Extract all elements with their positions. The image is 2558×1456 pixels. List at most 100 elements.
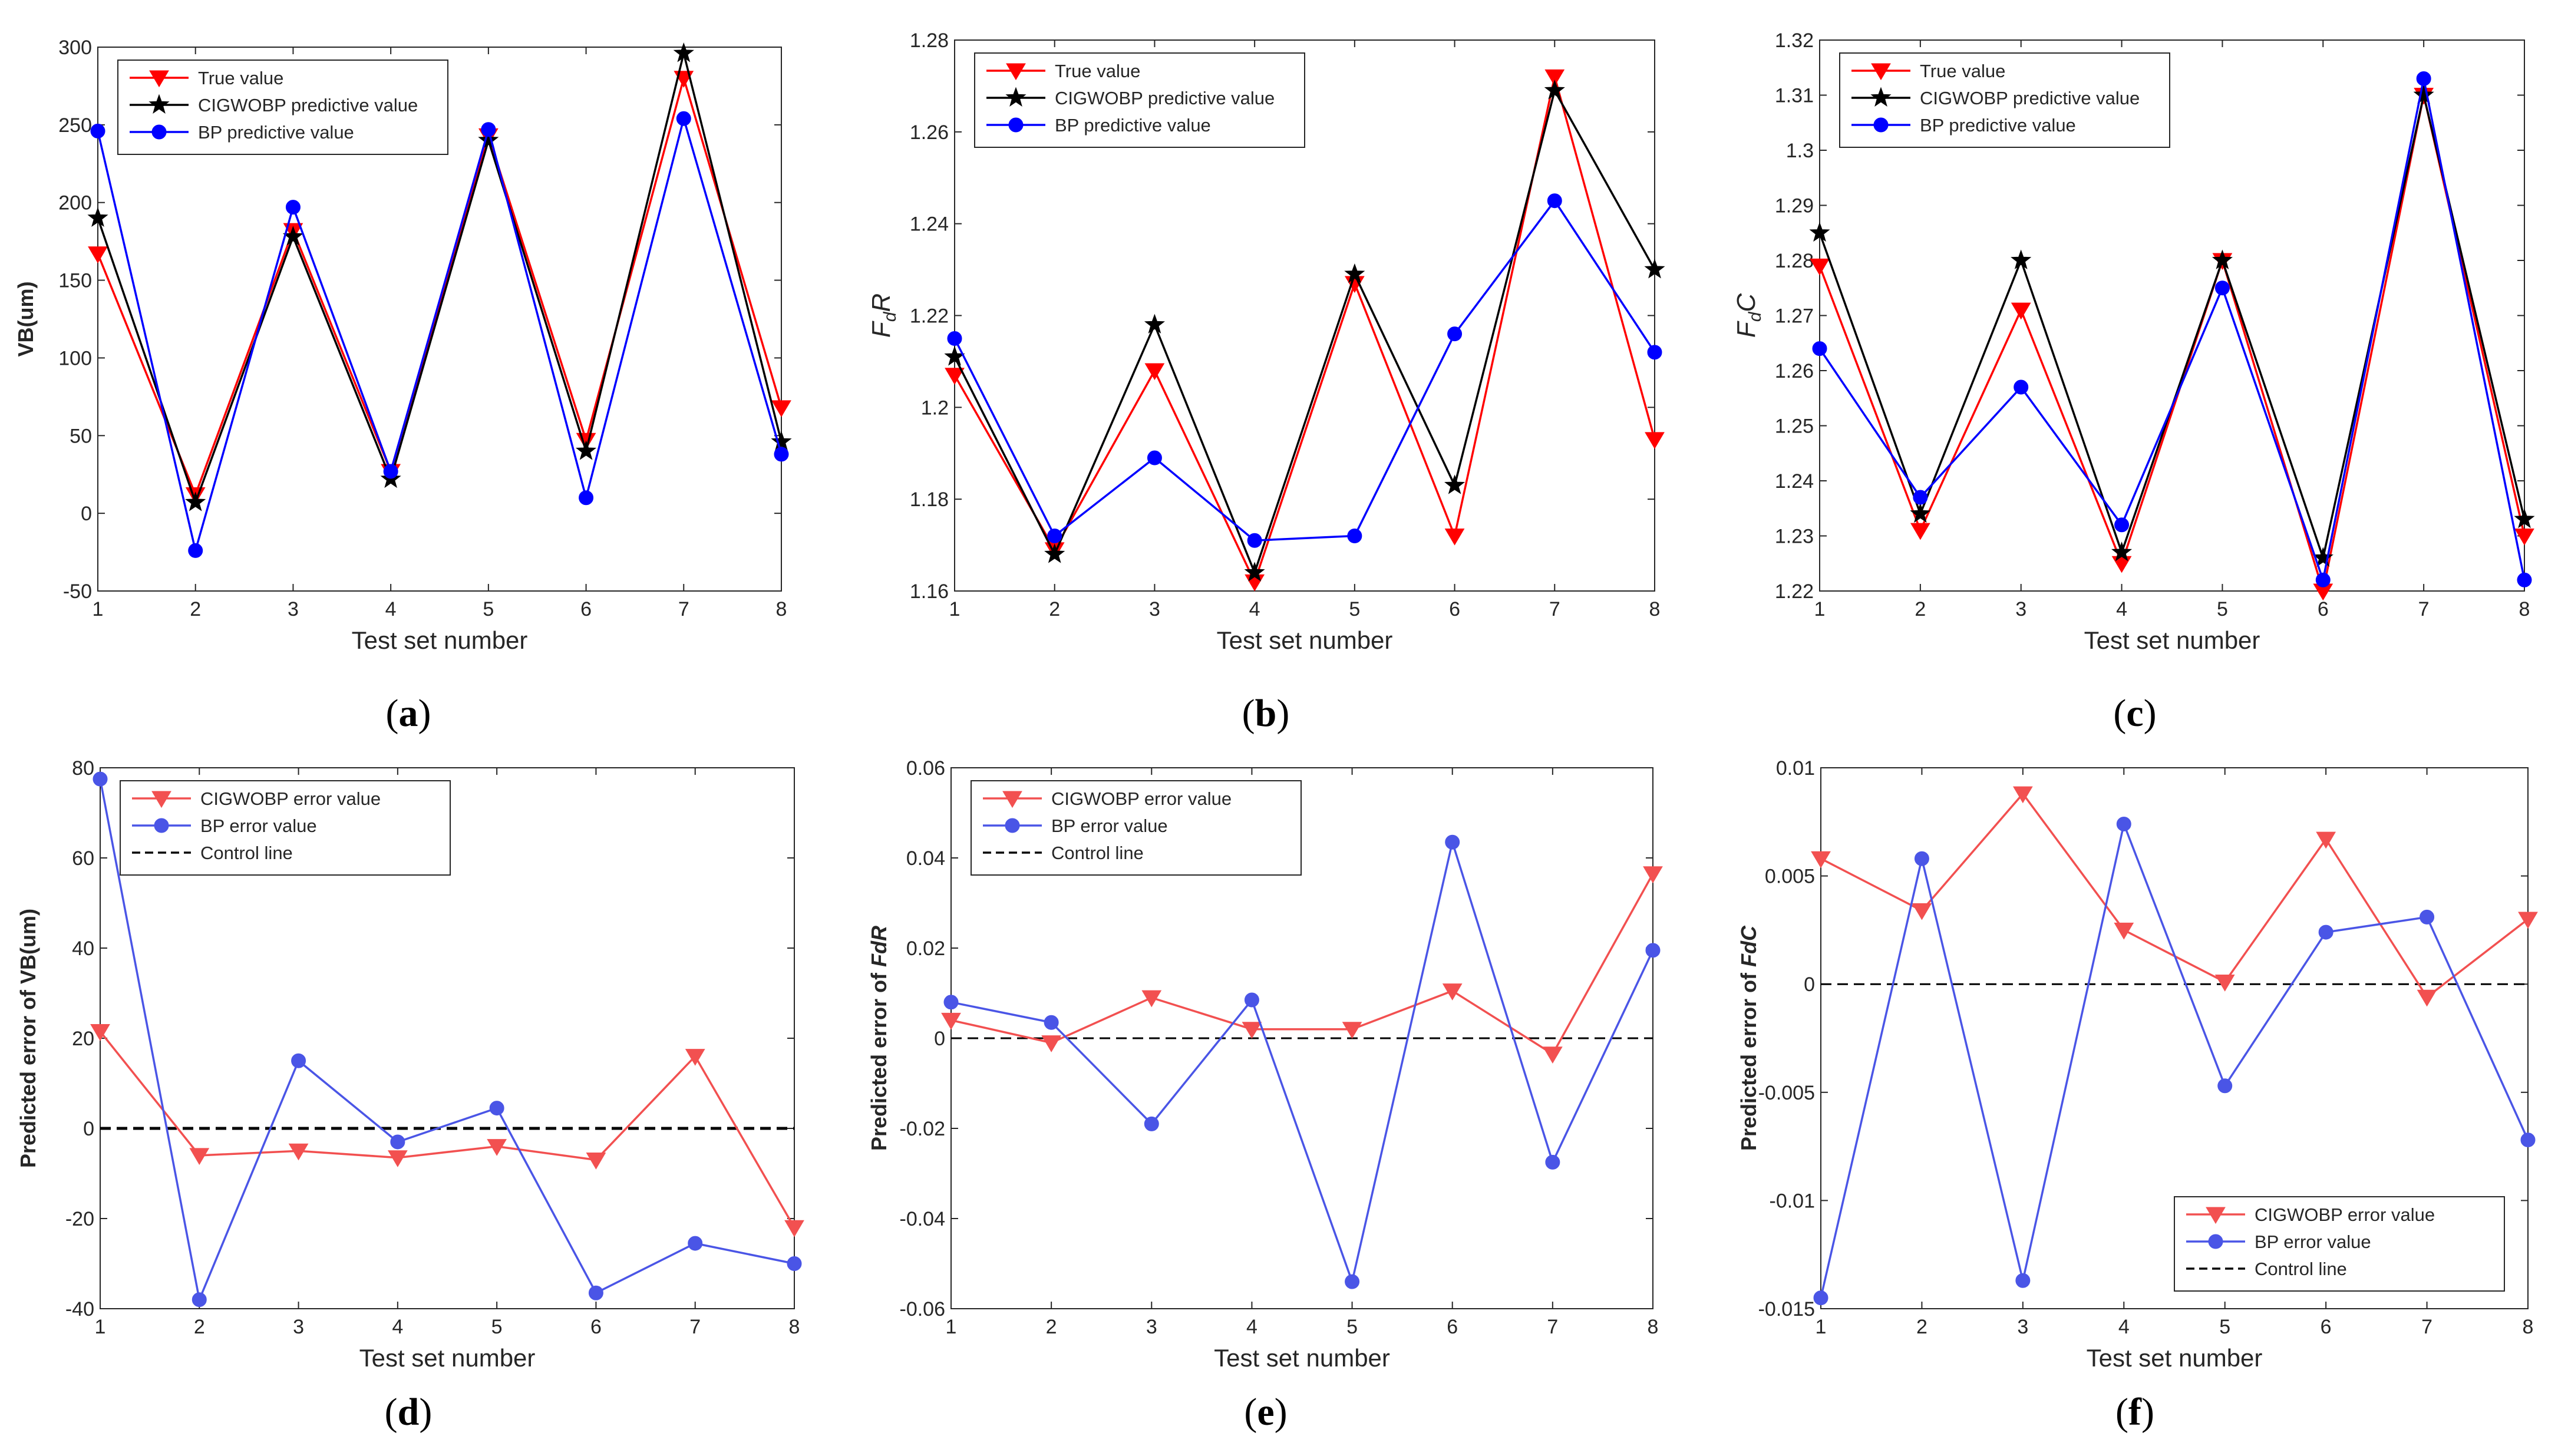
legend-marker <box>148 94 170 114</box>
legend-label: CIGWOBP error value <box>1051 788 1232 809</box>
data-point <box>1447 326 1463 342</box>
data-point <box>1809 222 1830 242</box>
x-tick-label: 7 <box>1547 1316 1558 1338</box>
legend-marker <box>1002 791 1022 808</box>
data-point <box>1910 523 1930 540</box>
data-point <box>2014 379 2029 395</box>
data-point <box>1913 490 1928 505</box>
x-tick-label: 5 <box>1349 598 1360 620</box>
data-point <box>1647 345 1662 360</box>
x-axis-label: Test set number <box>1217 626 1393 654</box>
y-tick-label: 1.2 <box>921 397 949 419</box>
y-tick-label: -20 <box>65 1208 94 1230</box>
y-tick-label: -0.06 <box>900 1298 946 1320</box>
series-line-2 <box>97 114 783 555</box>
y-tick-label: 1.28 <box>910 29 949 52</box>
legend-label: Control line <box>1051 843 1144 863</box>
legend-label: CIGWOBP predictive value <box>1920 88 2140 108</box>
legend-box <box>120 780 451 876</box>
x-tick-label: 5 <box>1346 1316 1358 1338</box>
y-tick-label: -0.005 <box>1758 1082 1815 1104</box>
x-axis-label: Test set number <box>1214 1344 1390 1372</box>
x-tick-label: 3 <box>288 598 299 620</box>
data-point <box>2012 786 2033 804</box>
data-point <box>1144 313 1165 334</box>
data-point <box>2318 925 2333 940</box>
chart-f: 1 2 3 4 5 6 7 8 -0.015 -0.01 -0.005 0 0.005 0.01 Test … <box>1737 757 2538 1434</box>
x-tick-label: 6 <box>590 1316 602 1338</box>
legend-marker <box>1870 87 1892 107</box>
data-point <box>2315 572 2331 587</box>
legend-marker <box>1006 63 1026 81</box>
x-tick-label: 5 <box>483 598 494 620</box>
x-tick-label: 2 <box>1046 1316 1057 1338</box>
legend-marker <box>1005 87 1026 107</box>
data-point <box>688 1236 703 1251</box>
y-tick-label: 1.23 <box>1775 526 1814 548</box>
y-tick-label: 100 <box>58 347 92 369</box>
data-point <box>1643 866 1663 883</box>
series-line-1 <box>953 88 1656 576</box>
data-point <box>2217 1078 2233 1094</box>
data-point <box>1345 1274 1360 1289</box>
legend-box <box>974 52 1305 148</box>
data-point <box>1544 80 1565 100</box>
legend-box <box>1839 52 2170 148</box>
data-point <box>1810 258 1830 276</box>
series-line-1 <box>1820 820 2529 1298</box>
y-tick-label: 0 <box>83 1118 94 1140</box>
legend-marker <box>151 124 167 140</box>
y-tick-label: 0.06 <box>906 757 945 780</box>
data-point <box>945 368 965 385</box>
y-tick-label: 1.18 <box>910 488 949 511</box>
y-tick-label: 200 <box>58 192 92 214</box>
legend-label: CIGWOBP predictive value <box>1055 88 1275 108</box>
y-tick-label: 1.26 <box>1775 360 1814 382</box>
data-point <box>2517 572 2532 587</box>
data-point <box>188 543 203 558</box>
data-point <box>685 1049 705 1066</box>
data-point <box>390 1134 405 1150</box>
y-axis-label: Predicted error of VB(um) <box>16 909 40 1168</box>
data-point <box>943 995 959 1010</box>
data-point <box>1645 943 1661 958</box>
data-point <box>2312 547 2333 567</box>
panel-caption-a: (a) <box>386 692 431 735</box>
data-point <box>673 42 694 62</box>
y-tick-label: 150 <box>58 270 92 292</box>
x-tick-label: 1 <box>95 1316 106 1338</box>
chart-c: 1 2 3 4 5 6 7 8 1.22 1.23 1.24 1.25 1.26 1.27 1.28 1.29… <box>1732 29 2535 735</box>
legend-marker <box>1873 117 1889 133</box>
y-tick-label: 80 <box>72 757 94 780</box>
x-tick-label: 3 <box>1146 1316 1157 1338</box>
legend: True value CIGWOBP predictive value BP pre… <box>117 60 448 155</box>
x-tick-label: 5 <box>2219 1316 2230 1338</box>
legend-marker <box>1871 63 1891 81</box>
data-point <box>1147 450 1162 465</box>
data-point <box>2416 71 2431 86</box>
x-tick-label: 8 <box>789 1316 800 1338</box>
y-tick-label: 300 <box>58 37 92 59</box>
data-point <box>588 1285 603 1300</box>
data-point <box>1442 983 1463 1001</box>
x-tick-label: 3 <box>2017 1316 2028 1338</box>
legend-label: BP error value <box>2255 1232 2371 1252</box>
data-point <box>1912 903 1932 920</box>
x-tick-label: 1 <box>946 1316 957 1338</box>
x-tick-label: 6 <box>2318 598 2329 620</box>
y-tick-label: 0.02 <box>906 937 945 960</box>
legend-label: BP error value <box>1051 816 1168 836</box>
data-point <box>2518 912 2538 929</box>
data-point <box>189 1148 210 1166</box>
x-tick-label: 6 <box>2321 1316 2332 1338</box>
data-point <box>2214 975 2235 992</box>
panel-caption-b: (b) <box>1242 692 1290 735</box>
x-tick-label: 6 <box>1447 1316 1458 1338</box>
y-tick-label: -0.04 <box>900 1208 946 1230</box>
data-point <box>2514 508 2535 529</box>
data-point <box>291 1053 306 1068</box>
x-tick-label: 4 <box>2116 598 2127 620</box>
y-tick-label: 0.01 <box>1776 757 1815 780</box>
x-tick-label: 3 <box>2015 598 2026 620</box>
